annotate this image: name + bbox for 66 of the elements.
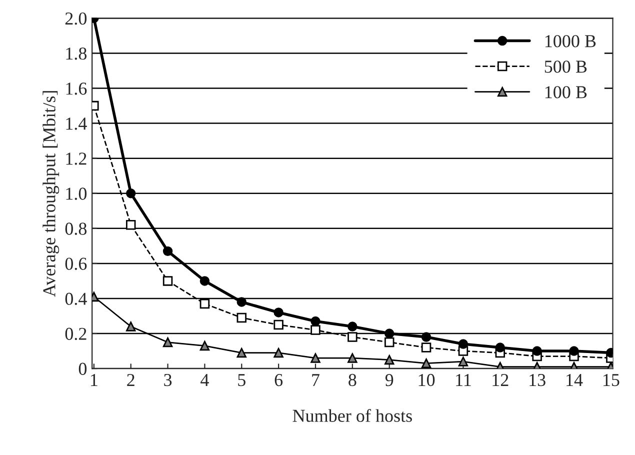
point bbox=[348, 322, 358, 332]
point bbox=[532, 346, 542, 356]
point bbox=[458, 339, 468, 349]
y-tick-label: 1.2 bbox=[66, 152, 86, 165]
point bbox=[310, 325, 320, 335]
x-tick-label: 9 bbox=[385, 374, 394, 386]
point bbox=[421, 358, 432, 368]
y-tick-label: 0.8 bbox=[65, 222, 87, 235]
point bbox=[200, 276, 210, 286]
point bbox=[274, 320, 284, 330]
point bbox=[236, 348, 246, 358]
point bbox=[495, 362, 506, 369]
y-tick-label: 1.6 bbox=[66, 82, 87, 95]
x-tick-label: 2 bbox=[127, 374, 134, 386]
point bbox=[126, 188, 136, 198]
y-tick-label: 0.2 bbox=[65, 328, 86, 340]
point bbox=[200, 298, 210, 309]
point bbox=[495, 342, 506, 352]
x-tick-label: 1 bbox=[90, 374, 98, 386]
point bbox=[348, 353, 358, 363]
x-tick-label: 13 bbox=[530, 374, 546, 386]
point bbox=[162, 246, 173, 256]
point bbox=[162, 276, 173, 286]
y-tick-label: 2.0 bbox=[65, 12, 87, 25]
point bbox=[310, 316, 320, 326]
point bbox=[569, 362, 579, 369]
x-tick-label: 3 bbox=[164, 374, 172, 386]
point bbox=[421, 342, 432, 352]
y-tick-label: 0.6 bbox=[65, 258, 87, 270]
legend-label: 1000 B bbox=[545, 35, 596, 48]
point bbox=[532, 362, 542, 369]
x-tick-label: 4 bbox=[200, 374, 209, 386]
y-tick-label: 1.0 bbox=[66, 188, 87, 200]
point bbox=[384, 337, 394, 348]
point bbox=[421, 332, 432, 342]
point bbox=[200, 340, 210, 351]
point bbox=[274, 308, 284, 318]
x-tick-label: 12 bbox=[492, 374, 508, 386]
point bbox=[236, 297, 246, 307]
point bbox=[569, 346, 579, 356]
point bbox=[126, 220, 136, 230]
point bbox=[348, 332, 358, 342]
y-tick-label: 0.4 bbox=[65, 292, 87, 305]
y-tick-label: 0 bbox=[78, 362, 87, 375]
y-axis-title: Average throughput [Mbit/s] bbox=[42, 91, 60, 297]
x-tick-label: 5 bbox=[238, 374, 246, 386]
x-tick-label: 6 bbox=[274, 374, 283, 386]
point bbox=[126, 322, 136, 332]
point bbox=[162, 337, 173, 348]
point bbox=[458, 356, 468, 366]
point bbox=[384, 328, 394, 338]
legend-label: 100 B bbox=[545, 86, 587, 98]
y-tick-label: 1.4 bbox=[66, 118, 87, 130]
x-tick-label: 14 bbox=[566, 374, 583, 386]
x-tick-label: 11 bbox=[456, 374, 471, 386]
x-tick-label: 8 bbox=[348, 374, 356, 386]
x-axis-title: Number of hosts bbox=[292, 409, 412, 422]
legend-label: 500 B bbox=[544, 60, 587, 73]
x-tick-label: 15 bbox=[603, 374, 620, 386]
point bbox=[310, 353, 320, 363]
x-tick-label: 7 bbox=[312, 374, 320, 386]
y-tick-label: 1.8 bbox=[66, 47, 87, 60]
x-tick-label: 10 bbox=[418, 374, 435, 386]
point bbox=[236, 312, 246, 323]
point bbox=[384, 354, 394, 365]
point bbox=[274, 348, 284, 358]
